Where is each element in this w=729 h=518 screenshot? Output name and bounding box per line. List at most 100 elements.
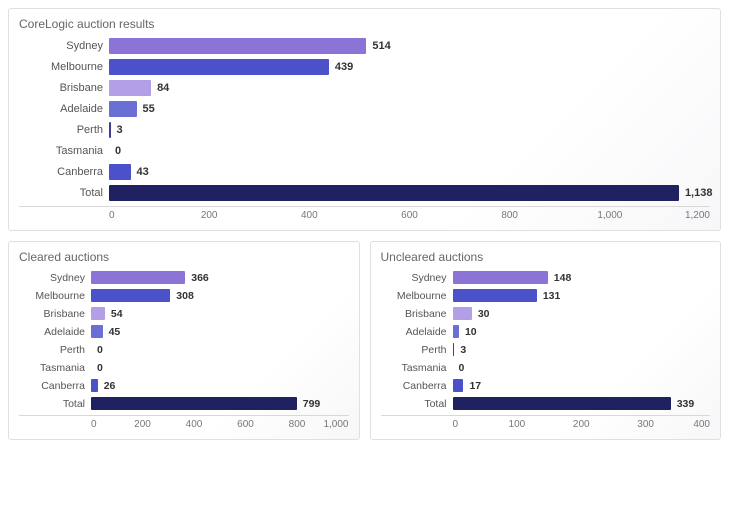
bar-row: Adelaide45 [19,324,349,339]
bar-row: Canberra 17 [381,378,711,393]
value-label: 55 [137,103,155,115]
category-label: Tasmania [19,362,91,374]
bar-row: Adelaide 55 [19,100,710,118]
category-label: Sydney [19,272,91,284]
bar-row: Melbourne308 [19,288,349,303]
bar-row: Canberra 26 [19,378,349,393]
category-label: Canberra [19,380,91,392]
uncleared-auctions-panel: Uncleared auctions Sydney148Melbourne131… [370,241,722,440]
category-label: Total [19,398,91,410]
value-label: 43 [131,166,149,178]
bar-track: 26 [91,378,349,393]
bar-row: Perth3 [19,121,710,139]
bar-track: 10 [453,324,711,339]
category-label: Perth [19,124,109,136]
bar [453,307,472,320]
bar-track: 0 [109,142,710,160]
value-label: 439 [329,61,353,73]
uncleared-auctions-chart: Sydney148Melbourne131Brisbane30Adelaide1… [381,270,711,433]
bar-track: 43 [109,163,710,181]
axis-tick: 400 [186,419,203,430]
cleared-auctions-chart: Sydney366 Melbourne308 Brisbane 54 Adelaide4… [19,270,349,433]
bar-track: 3 [109,121,710,139]
value-label: 45 [103,326,121,338]
axis-tick: 800 [289,419,306,430]
bar-row: Adelaide10 [381,324,711,339]
value-label: 0 [109,145,121,157]
value-label: 0 [453,362,465,374]
bar-track: 308 [91,288,349,303]
axis-tick: 1,000 [323,419,348,430]
bar-row: Total339 [381,396,711,411]
bar [453,379,464,392]
category-label: Canberra [19,166,109,178]
x-axis: 02004006008001,000 [19,415,349,433]
panel-title: CoreLogic auction results [19,17,710,31]
bar [109,185,679,201]
auction-results-chart: Sydney514Melbourne439Brisbane84Adelaide5… [19,37,710,224]
axis-tick: 1,000 [597,210,622,221]
bar-track: 54 [91,306,349,321]
category-label: Sydney [19,40,109,52]
bar-track: 1,138 [109,184,710,202]
category-label: Adelaide [19,103,109,115]
bar-row: Canberra 43 [19,163,710,181]
bar [91,397,297,410]
axis-tick: 0 [453,419,459,430]
bar [91,325,103,338]
value-label: 3 [111,124,123,136]
bar-row: Sydney 514 [19,37,710,55]
value-label: 54 [105,308,123,320]
bar-track: 3 [453,342,711,357]
bar [453,397,671,410]
axis-tick: 600 [401,210,418,221]
x-axis: 0100200300400 [381,415,711,433]
bar-track: 0 [91,342,349,357]
bar [91,271,185,284]
bar [109,38,366,54]
bar-track: 17 [453,378,711,393]
bar [91,379,98,392]
bar-track: 799 [91,396,349,411]
bar-row: Sydney366 [19,270,349,285]
bar [109,164,131,180]
bar-row: Brisbane 54 [19,306,349,321]
bar-row: Tasmania0 [19,142,710,160]
axis-tick: 0 [91,419,97,430]
category-label: Perth [381,344,453,356]
bottom-row: Cleared auctions Sydney366Melbourne308Br… [8,241,721,440]
value-label: 799 [297,398,321,410]
value-label: 17 [463,380,481,392]
category-label: Brisbane [381,308,453,320]
bar-track: 55 [109,100,710,118]
panel-title: Cleared auctions [19,250,349,264]
bar-track: 0 [453,360,711,375]
bar-row: Perth3 [381,342,711,357]
axis-tick: 100 [509,419,526,430]
category-label: Total [19,187,109,199]
panel-title: Uncleared auctions [381,250,711,264]
auction-results-panel: CoreLogic auction results Sydney514Melbo… [8,8,721,231]
bar-row: Total 799 [19,396,349,411]
value-label: 0 [91,344,103,356]
bar [109,59,329,75]
category-label: Tasmania [19,145,109,157]
value-label: 148 [548,272,572,284]
value-label: 26 [98,380,116,392]
axis-tick: 400 [301,210,318,221]
bar [453,289,537,302]
axis-tick: 800 [501,210,518,221]
category-label: Canberra [381,380,453,392]
bar [91,307,105,320]
x-axis: 02004006008001,0001,200 [19,206,710,224]
category-label: Melbourne [381,290,453,302]
bar-track: 30 [453,306,711,321]
category-label: Adelaide [381,326,453,338]
value-label: 514 [366,40,390,52]
bar-track: 366 [91,270,349,285]
bar-track: 439 [109,58,710,76]
bar-row: Brisbane30 [381,306,711,321]
category-label: Brisbane [19,308,91,320]
category-label: Brisbane [19,82,109,94]
axis-tick: 600 [237,419,254,430]
